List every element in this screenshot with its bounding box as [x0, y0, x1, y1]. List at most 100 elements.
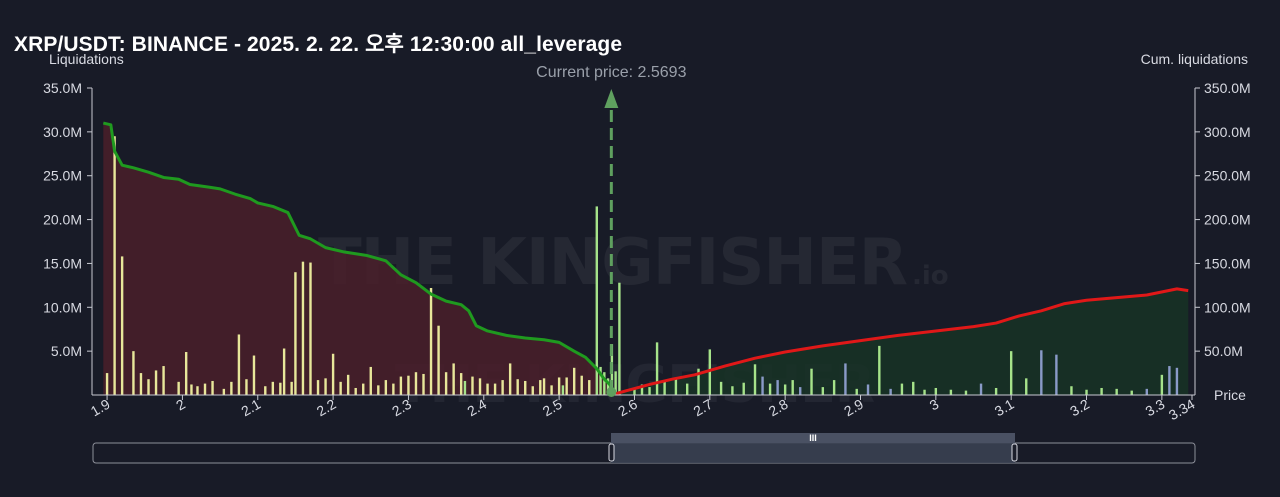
liquidation-bar: [264, 386, 267, 395]
x-tick-label: 2.1: [238, 396, 263, 420]
liquidation-bar: [154, 370, 158, 395]
y-left-tick-label: 10.0M: [43, 299, 82, 315]
liquidation-bar: [557, 377, 561, 395]
liquidation-bar: [444, 372, 448, 395]
liquidation-bar: [768, 383, 772, 395]
liquidation-bar: [132, 351, 135, 395]
right-axis-title: Cum. liquidations: [1141, 51, 1248, 67]
liquidation-bar: [934, 387, 938, 395]
liquidation-bar: [994, 387, 998, 395]
liquidation-bar: [580, 375, 583, 395]
liquidation-bar: [640, 384, 644, 395]
liquidation-bar: [810, 368, 813, 395]
liquidation-bar: [354, 387, 357, 395]
liquidation-bars: [105, 136, 1179, 395]
liquidation-bar: [177, 381, 180, 395]
cum-liquidations-below-line: [102, 121, 613, 388]
liquidation-bar: [282, 348, 286, 395]
x-tick-label: 3.34: [1166, 396, 1198, 424]
liquidation-bar: [377, 385, 380, 395]
liquidation-bar: [331, 353, 335, 395]
left-axis-title: Liquidations: [49, 51, 124, 67]
liquidation-bar: [565, 377, 568, 395]
y-right-tick-label: 50.0M: [1204, 343, 1243, 359]
current-price-arrow: [604, 89, 619, 108]
liquidation-bar: [550, 385, 553, 395]
liquidation-bar: [346, 374, 350, 395]
liquidation-bar: [1160, 374, 1164, 395]
current-price-label: Current price: 2.5693: [536, 64, 686, 81]
y-left-tick-label: 20.0M: [43, 212, 82, 228]
y-left-tick-label: 25.0M: [43, 168, 82, 184]
liquidation-bar: [633, 388, 636, 395]
liquidation-bar: [399, 376, 403, 395]
x-tick-label: 2.2: [314, 396, 339, 420]
liquidation-bar: [245, 379, 248, 395]
liquidation-bar: [1168, 366, 1171, 395]
liquidation-bar: [588, 380, 591, 395]
y-right-tick-label: 200.0M: [1204, 212, 1251, 228]
x-tick-label: 1.9: [88, 396, 113, 420]
liquidation-bar: [196, 386, 199, 395]
liquidation-bar: [1130, 390, 1133, 395]
liquidation-bar: [561, 385, 565, 395]
liquidation-bar: [459, 373, 463, 395]
range-selector[interactable]: III: [92, 433, 1196, 464]
liquidation-bar: [776, 380, 779, 395]
liquidation-bar: [855, 388, 858, 395]
y-right-tick-label: 100.0M: [1204, 299, 1251, 315]
liquidation-bar: [595, 206, 598, 395]
liquidation-bar: [674, 377, 678, 395]
liquidation-bar: [294, 272, 297, 395]
liquidation-bar: [211, 380, 214, 395]
liquidation-bar: [414, 372, 418, 395]
cum-below-fill: [103, 123, 612, 395]
liquidation-bar: [542, 378, 546, 395]
cumulative-lines: [102, 121, 1189, 397]
range-handle-right[interactable]: [1011, 443, 1018, 462]
liquidation-bar: [463, 380, 467, 395]
y-right-tick-label: 350.0M: [1204, 80, 1251, 96]
liquidation-bar: [1009, 351, 1013, 395]
y-left-tick-label: 30.0M: [43, 124, 82, 140]
liquidation-bar: [844, 363, 847, 395]
y-right-tick-label: 150.0M: [1204, 255, 1251, 271]
liquidation-bar: [1055, 354, 1058, 395]
liquidation-bar: [606, 378, 610, 395]
liquidation-bar: [753, 364, 757, 395]
liquidation-bar: [866, 384, 870, 395]
liquidation-bar: [279, 382, 282, 395]
liquidation-bar: [686, 383, 689, 395]
liquidation-bar: [184, 352, 188, 395]
liquidation-bar: [1100, 387, 1103, 395]
current-price-marker: Current price: 2.5693: [536, 64, 687, 397]
liquidation-bar: [599, 366, 602, 395]
x-tick-label: 3.1: [992, 396, 1017, 420]
liquidation-bar: [422, 373, 425, 395]
liquidation-bar: [339, 381, 342, 395]
y-right-tick-label: 300.0M: [1204, 124, 1251, 140]
liquidation-bar: [493, 383, 497, 395]
liquidation-bar: [1145, 388, 1148, 395]
range-handle-left[interactable]: [608, 443, 615, 462]
liquidation-bar: [362, 383, 365, 395]
liquidation-bar: [316, 380, 320, 395]
liquidation-bar: [791, 380, 794, 395]
range-window-top-bar[interactable]: [611, 433, 1015, 443]
liquidation-bar: [648, 387, 651, 395]
liquidation-bar: [697, 368, 700, 395]
y-left-tick-label: 5.0M: [51, 343, 82, 359]
liquidation-bar: [821, 387, 825, 395]
liquidation-bar: [252, 355, 256, 395]
liquidation-bar: [912, 381, 915, 395]
liquidation-bar: [162, 366, 165, 395]
liquidation-bar: [663, 381, 666, 395]
y-right-tick-label: 250.0M: [1204, 168, 1251, 184]
liquidation-bar: [524, 380, 527, 395]
liquidation-bar: [964, 390, 968, 395]
y-left-tick-label: 35.0M: [43, 80, 82, 96]
liquidation-bar: [878, 345, 881, 395]
range-grip-label: III: [809, 433, 817, 443]
liquidation-bar: [309, 262, 312, 395]
